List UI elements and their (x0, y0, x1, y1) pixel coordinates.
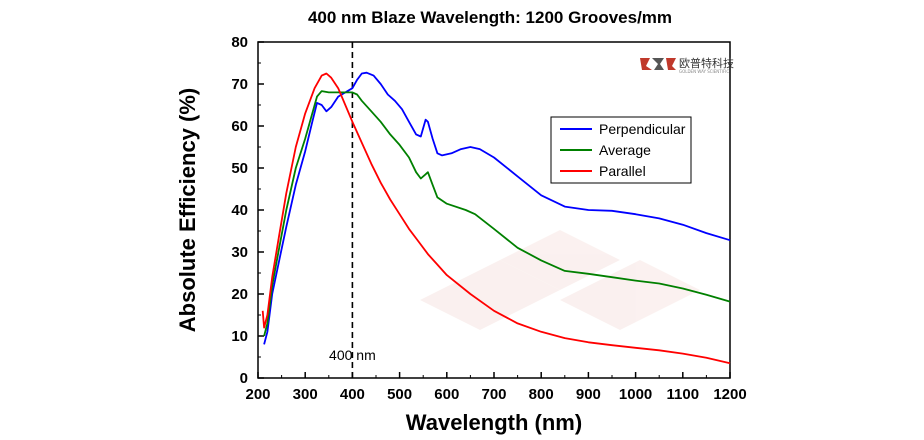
background-watermark (420, 230, 700, 330)
series-line-parallel (261, 72, 731, 365)
y-tick-label: 50 (231, 160, 248, 177)
x-tick-label: 1200 (713, 386, 746, 403)
x-tick-label: 500 (387, 386, 412, 403)
series-line-average (263, 90, 731, 337)
x-tick-label: 1100 (667, 386, 700, 403)
x-tick-label: 700 (481, 386, 506, 403)
logo-en-text: GOLDEN WAY SCIENTIFIC (679, 69, 729, 74)
x-tick-label: 600 (434, 386, 459, 403)
legend-label-parallel: Parallel (599, 163, 646, 179)
x-axis-ticks: 200 300 400 500 600 700 800 900 1000 1100 1200 (245, 372, 747, 403)
y-tick-label: 0 (240, 370, 248, 387)
series-lines (261, 71, 731, 365)
logo-mark-icon (640, 58, 676, 70)
x-tick-label: 300 (293, 386, 318, 403)
legend: Perpendicular Average Parallel (550, 116, 692, 184)
y-tick-label: 80 (231, 34, 248, 51)
y-tick-label: 20 (231, 286, 248, 303)
x-tick-label: 400 (340, 386, 365, 403)
chart-title: 400 nm Blaze Wavelength: 1200 Grooves/mm (308, 8, 672, 27)
legend-label-perpendicular: Perpendicular (599, 121, 686, 137)
x-tick-label: 200 (245, 386, 270, 403)
y-tick-label: 70 (231, 76, 248, 93)
x-tick-label: 800 (529, 386, 554, 403)
y-tick-label: 30 (231, 244, 248, 261)
y-tick-label: 40 (231, 202, 248, 219)
y-tick-label: 60 (231, 118, 248, 135)
y-tick-label: 10 (231, 328, 248, 345)
y-axis-title: Absolute Efficiency (%) (175, 88, 200, 332)
x-tick-label: 900 (576, 386, 601, 403)
logo-cn-text: 欧普特科技 (679, 56, 734, 70)
y-axis-ticks: 0 10 20 30 40 50 60 70 80 (231, 34, 264, 387)
legend-label-average: Average (599, 142, 651, 158)
x-tick-label: 1000 (619, 386, 652, 403)
x-axis-title: Wavelength (nm) (406, 410, 582, 435)
annotation-label: 400 nm (329, 347, 376, 363)
logo: 欧普特科技 GOLDEN WAY SCIENTIFIC (640, 56, 734, 74)
series-line-perpendicular (263, 71, 731, 345)
